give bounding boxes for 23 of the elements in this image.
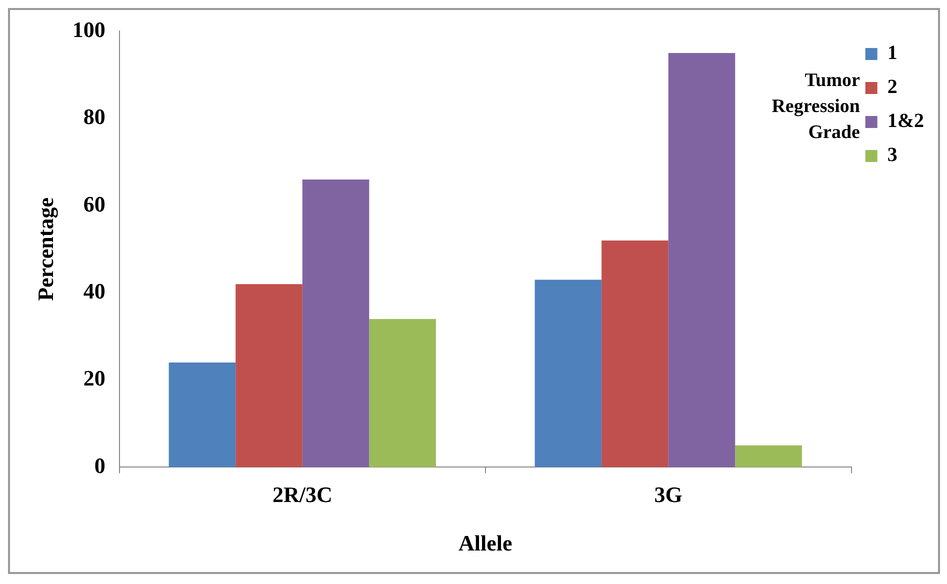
legend-label: 2	[887, 76, 898, 98]
legend-label: 1&2	[887, 110, 924, 132]
legend-label: 3	[887, 144, 898, 166]
y-tick-label: 100	[72, 16, 106, 42]
legend-label: 1	[887, 42, 898, 64]
bar	[369, 318, 436, 468]
bar	[668, 53, 736, 468]
bar	[236, 284, 302, 468]
y-axis-title: Percentage	[32, 197, 58, 301]
y-tick-label: 60	[83, 191, 106, 216]
bar	[168, 362, 236, 468]
x-tick-label: 2R/3C	[272, 482, 332, 508]
bar	[602, 240, 668, 468]
x-tick-label: 3G	[654, 482, 682, 508]
bar	[735, 445, 802, 468]
bar	[534, 280, 602, 468]
y-tick-label: 40	[83, 278, 106, 304]
y-tick-label: 20	[83, 366, 106, 391]
bar	[302, 179, 370, 468]
y-tick-label: 80	[83, 104, 106, 130]
y-tick-label: 0	[94, 452, 106, 478]
x-axis-title: Allele	[458, 530, 512, 556]
legend-title: Tumor Regression Grade	[770, 69, 860, 145]
